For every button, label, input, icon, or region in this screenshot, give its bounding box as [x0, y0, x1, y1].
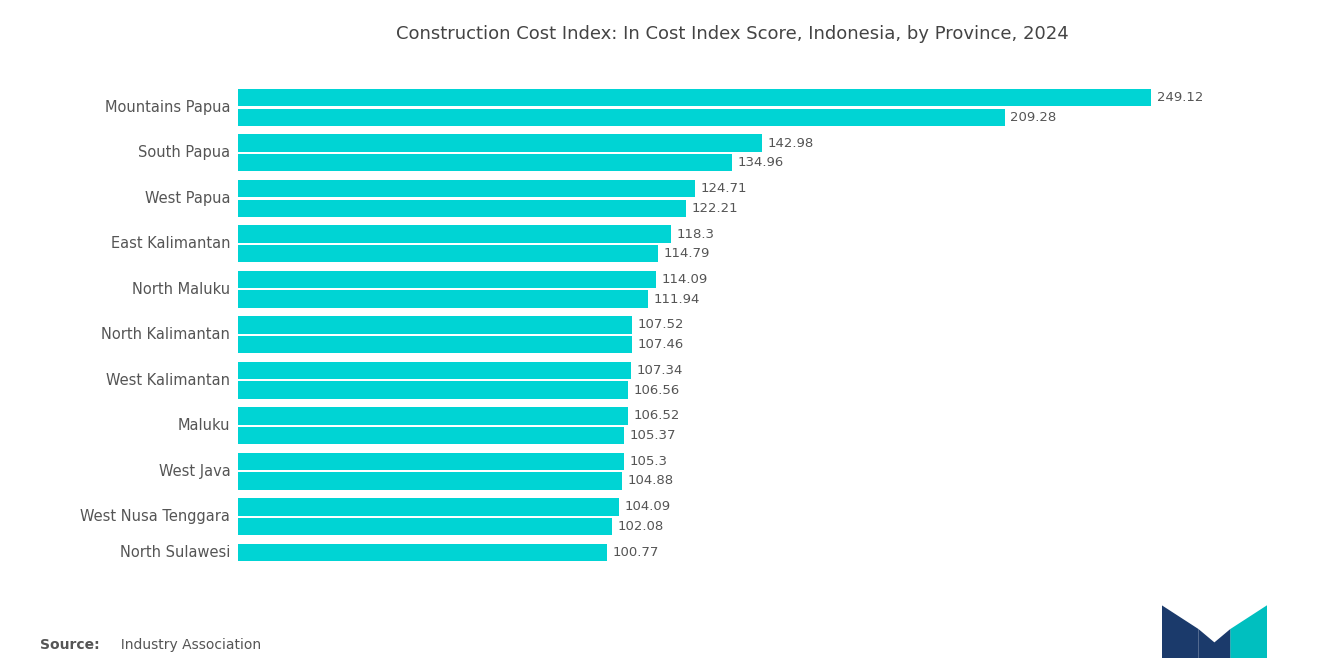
Bar — [238, 317, 632, 334]
Text: North Maluku: North Maluku — [132, 282, 230, 297]
Bar — [238, 472, 622, 489]
Text: 118.3: 118.3 — [677, 227, 715, 241]
Text: Maluku: Maluku — [178, 418, 230, 433]
Bar — [238, 336, 631, 353]
Bar — [238, 200, 685, 217]
Text: 124.71: 124.71 — [701, 182, 747, 195]
Bar — [238, 498, 619, 515]
Text: 114.09: 114.09 — [661, 273, 708, 286]
Bar — [238, 154, 733, 172]
Text: 134.96: 134.96 — [738, 156, 784, 169]
Bar — [238, 134, 762, 152]
Bar — [238, 453, 623, 470]
Text: West Java: West Java — [158, 464, 230, 479]
Bar — [238, 271, 656, 288]
Text: North Sulawesi: North Sulawesi — [120, 545, 230, 560]
Text: 142.98: 142.98 — [767, 136, 813, 150]
Bar — [238, 180, 694, 198]
Text: 249.12: 249.12 — [1156, 91, 1203, 104]
Text: 107.52: 107.52 — [638, 319, 684, 331]
Bar — [238, 362, 631, 379]
Bar — [238, 427, 624, 444]
Bar — [238, 225, 672, 243]
Text: 104.09: 104.09 — [624, 500, 671, 513]
Text: 122.21: 122.21 — [692, 201, 738, 215]
Bar — [238, 108, 1005, 126]
Text: 106.56: 106.56 — [634, 384, 680, 396]
Text: 100.77: 100.77 — [612, 546, 659, 559]
Text: 102.08: 102.08 — [618, 520, 664, 533]
Text: Industry Association: Industry Association — [112, 638, 261, 652]
Text: 209.28: 209.28 — [1011, 110, 1057, 124]
Bar — [238, 89, 1151, 106]
Text: 107.34: 107.34 — [636, 364, 682, 377]
Text: Source:: Source: — [40, 638, 99, 652]
Bar — [238, 382, 628, 398]
Bar — [238, 407, 628, 424]
Text: 106.52: 106.52 — [634, 410, 680, 422]
Text: 105.3: 105.3 — [630, 455, 667, 468]
Text: West Kalimantan: West Kalimantan — [107, 373, 230, 388]
Text: 105.37: 105.37 — [630, 429, 676, 442]
Text: 104.88: 104.88 — [628, 474, 673, 487]
Text: South Papua: South Papua — [139, 146, 230, 160]
Title: Construction Cost Index: In Cost Index Score, Indonesia, by Province, 2024: Construction Cost Index: In Cost Index S… — [396, 25, 1069, 43]
Text: North Kalimantan: North Kalimantan — [102, 327, 230, 342]
Text: 114.79: 114.79 — [664, 247, 710, 260]
Text: West Nusa Tenggara: West Nusa Tenggara — [81, 509, 230, 524]
Text: 111.94: 111.94 — [653, 293, 700, 306]
Bar — [238, 291, 648, 308]
Bar — [238, 245, 659, 262]
Text: East Kalimantan: East Kalimantan — [111, 236, 230, 251]
Bar — [238, 544, 607, 561]
Text: West Papua: West Papua — [145, 191, 230, 206]
Bar — [238, 518, 612, 535]
Text: 107.46: 107.46 — [638, 338, 684, 351]
Text: Mountains Papua: Mountains Papua — [104, 100, 230, 115]
